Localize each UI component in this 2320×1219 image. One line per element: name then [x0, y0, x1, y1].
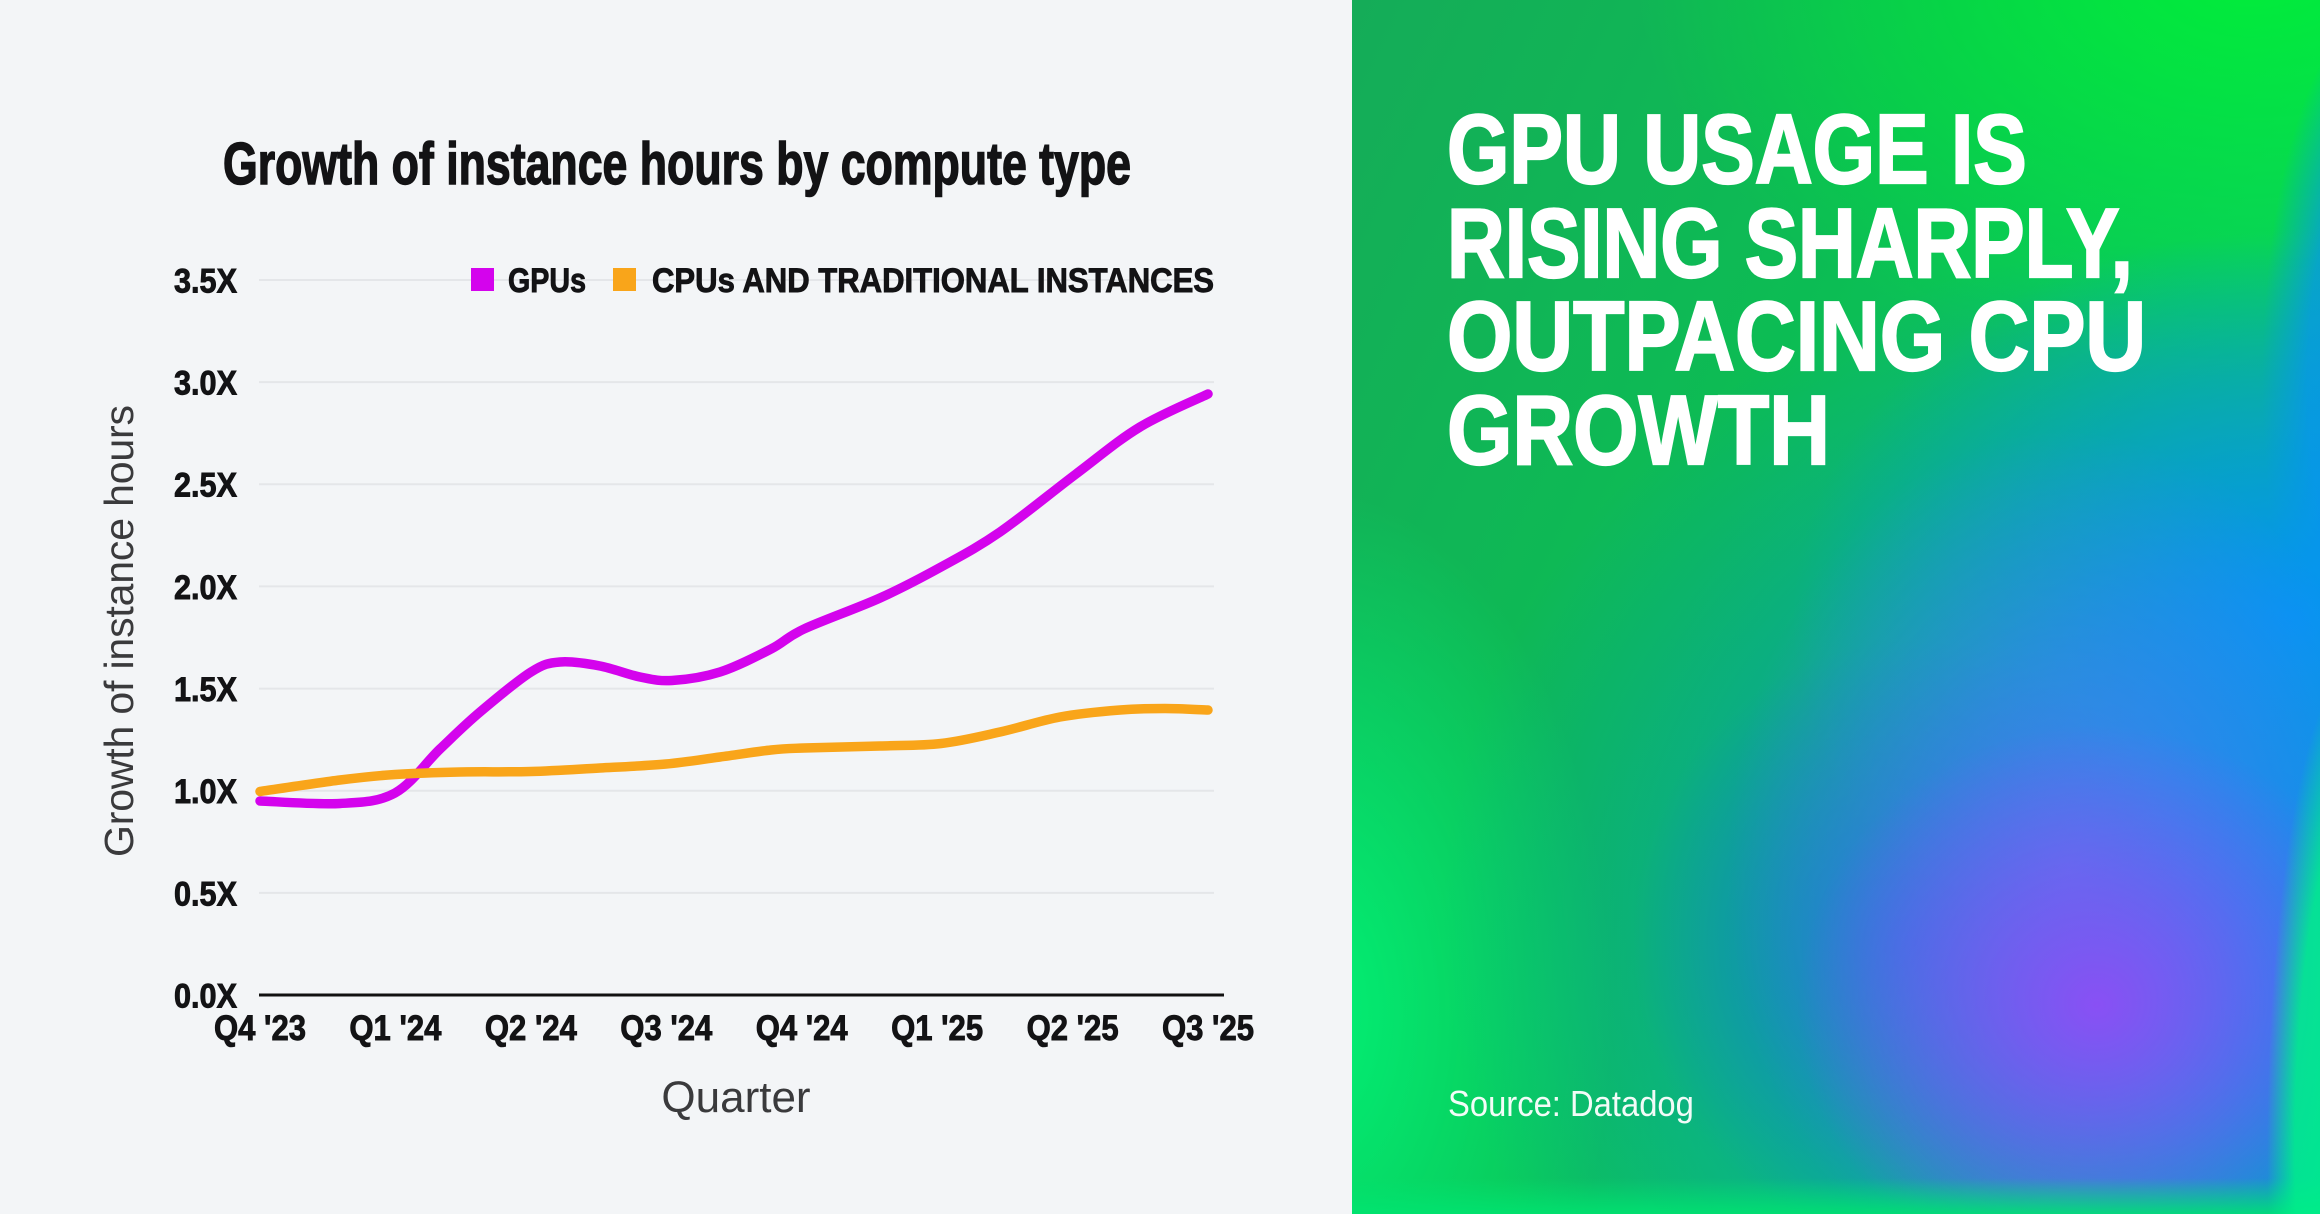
- svg-text:1.0X: 1.0X: [174, 773, 237, 811]
- svg-text:CPUs AND TRADITIONAL INSTANCES: CPUs AND TRADITIONAL INSTANCES: [652, 262, 1214, 300]
- svg-text:1.5X: 1.5X: [174, 671, 237, 709]
- svg-text:Q2 '25: Q2 '25: [1027, 1009, 1119, 1048]
- svg-text:Quarter: Quarter: [661, 1073, 810, 1122]
- svg-text:Growth of instance hours by co: Growth of instance hours by compute type: [223, 131, 1131, 197]
- svg-text:GPUs: GPUs: [508, 262, 586, 300]
- svg-text:Q1 '25: Q1 '25: [891, 1009, 983, 1048]
- svg-text:0.5X: 0.5X: [174, 875, 237, 913]
- svg-text:0.0X: 0.0X: [174, 977, 237, 1015]
- svg-text:3.0X: 3.0X: [174, 365, 237, 403]
- svg-text:Q2 '24: Q2 '24: [485, 1009, 577, 1048]
- svg-text:Q3 '24: Q3 '24: [620, 1009, 712, 1048]
- svg-text:3.5X: 3.5X: [174, 262, 237, 300]
- svg-text:2.5X: 2.5X: [174, 467, 237, 505]
- svg-text:Q4 '24: Q4 '24: [756, 1009, 848, 1048]
- svg-text:2.0X: 2.0X: [174, 569, 237, 607]
- svg-text:Q1 '24: Q1 '24: [349, 1009, 441, 1048]
- svg-text:Q3 '25: Q3 '25: [1162, 1009, 1254, 1048]
- svg-text:Q4 '23: Q4 '23: [214, 1009, 306, 1048]
- svg-text:Growth of instance hours: Growth of instance hours: [96, 405, 142, 857]
